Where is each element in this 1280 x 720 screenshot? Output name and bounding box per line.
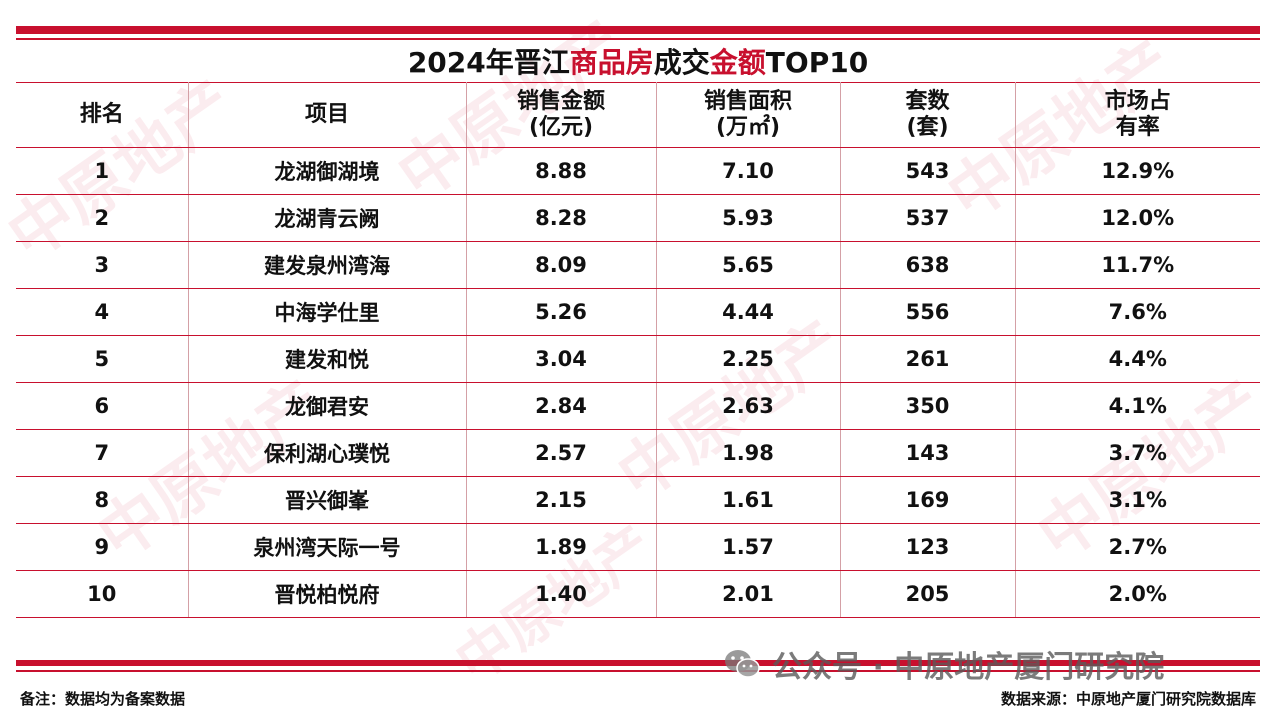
project-cell: 泉州湾天际一号 [187, 523, 467, 571]
sales-amount-cell: 2.84 [465, 382, 657, 430]
table-row: 1 龙湖御湖境 8.88 7.10 543 12.9% [16, 147, 1260, 195]
sales-area-cell: 2.25 [655, 335, 841, 383]
rank-cell: 4 [16, 288, 189, 336]
sales-amount-cell: 8.28 [465, 194, 657, 242]
sales-area-cell: 7.10 [655, 147, 841, 195]
sales-amount-cell: 8.88 [465, 147, 657, 195]
units-cell: 537 [839, 194, 1016, 242]
market-share-cell: 2.0% [1014, 570, 1260, 618]
rank-cell: 3 [16, 241, 189, 289]
units-cell: 261 [839, 335, 1016, 383]
market-share-cell: 3.7% [1014, 429, 1260, 477]
sales-area-cell: 2.63 [655, 382, 841, 430]
table-row: 2 龙湖青云阙 8.28 5.93 537 12.0% [16, 194, 1260, 242]
title-suffix: TOP10 [765, 46, 869, 79]
sales-area-cell: 4.44 [655, 288, 841, 336]
market-share-cell: 12.0% [1014, 194, 1260, 242]
title-mid: 成交 [653, 46, 710, 79]
rank-cell: 5 [16, 335, 189, 383]
market-share-cell: 3.1% [1014, 476, 1260, 524]
wechat-icon [725, 650, 760, 678]
rank-cell: 6 [16, 382, 189, 430]
title-highlight-1: 商品房 [569, 46, 654, 79]
page-title: 2024年晋江商品房成交金额TOP10 [16, 44, 1260, 82]
sales-area-cell: 5.93 [655, 194, 841, 242]
table-row: 5 建发和悦 3.04 2.25 261 4.4% [16, 335, 1260, 383]
project-cell: 龙御君安 [187, 382, 467, 430]
project-cell: 龙湖御湖境 [187, 147, 467, 195]
table-row: 9 泉州湾天际一号 1.89 1.57 123 2.7% [16, 523, 1260, 571]
units-cell: 638 [839, 241, 1016, 289]
project-cell: 保利湖心璞悦 [187, 429, 467, 477]
header-project: 项目 [187, 82, 467, 148]
footer-source: 数据来源：中原地产厦门研究院数据库 [1000, 690, 1256, 708]
sales-amount-cell: 8.09 [465, 241, 657, 289]
project-cell: 建发和悦 [187, 335, 467, 383]
top-accent-bar [16, 26, 1260, 34]
rank-cell: 2 [16, 194, 189, 242]
project-cell: 建发泉州湾海 [187, 241, 467, 289]
sales-area-cell: 1.98 [655, 429, 841, 477]
top-accent-line [16, 38, 1260, 40]
rank-cell: 8 [16, 476, 189, 524]
market-share-cell: 4.4% [1014, 335, 1260, 383]
units-cell: 350 [839, 382, 1016, 430]
sales-area-cell: 1.57 [655, 523, 841, 571]
project-cell: 晋悦柏悦府 [187, 570, 467, 618]
units-cell: 123 [839, 523, 1016, 571]
rank-cell: 1 [16, 147, 189, 195]
table-row: 7 保利湖心璞悦 2.57 1.98 143 3.7% [16, 429, 1260, 477]
project-cell: 中海学仕里 [187, 288, 467, 336]
market-share-cell: 12.9% [1014, 147, 1260, 195]
rank-cell: 10 [16, 570, 189, 618]
header-sales-area: 销售面积 (万㎡) [655, 82, 841, 148]
header-rank: 排名 [16, 82, 189, 148]
units-cell: 143 [839, 429, 1016, 477]
sales-amount-cell: 3.04 [465, 335, 657, 383]
project-cell: 龙湖青云阙 [187, 194, 467, 242]
units-cell: 205 [839, 570, 1016, 618]
market-share-cell: 4.1% [1014, 382, 1260, 430]
bottom-accent-line [16, 670, 1260, 672]
rank-cell: 7 [16, 429, 189, 477]
sales-area-cell: 5.65 [655, 241, 841, 289]
title-highlight-2: 金额 [709, 46, 766, 79]
footer-note: 备注：数据均为备案数据 [20, 690, 186, 708]
market-share-cell: 11.7% [1014, 241, 1260, 289]
wechat-watermark: 公众号 · 中原地产厦门研究院 [722, 644, 1165, 685]
units-cell: 543 [839, 147, 1016, 195]
wechat-label: 公众号 · 中原地产厦门研究院 [772, 650, 1165, 685]
table-row: 10 晋悦柏悦府 1.40 2.01 205 2.0% [16, 570, 1260, 618]
sales-amount-cell: 2.15 [465, 476, 657, 524]
title-prefix: 2024年晋江 [407, 46, 570, 79]
sales-amount-cell: 1.89 [465, 523, 657, 571]
sales-amount-cell: 2.57 [465, 429, 657, 477]
market-share-cell: 2.7% [1014, 523, 1260, 571]
bottom-accent-bar [16, 660, 1260, 666]
rank-cell: 9 [16, 523, 189, 571]
table-row: 6 龙御君安 2.84 2.63 350 4.1% [16, 382, 1260, 430]
sales-area-cell: 1.61 [655, 476, 841, 524]
project-cell: 晋兴御峯 [187, 476, 467, 524]
header-sales-amount: 销售金额 (亿元) [465, 82, 657, 148]
sales-area-cell: 2.01 [655, 570, 841, 618]
sales-amount-cell: 5.26 [465, 288, 657, 336]
table-row: 8 晋兴御峯 2.15 1.61 169 3.1% [16, 476, 1260, 524]
market-share-cell: 7.6% [1014, 288, 1260, 336]
units-cell: 169 [839, 476, 1016, 524]
table-row: 4 中海学仕里 5.26 4.44 556 7.6% [16, 288, 1260, 336]
header-market-share: 市场占 有率 [1014, 82, 1260, 148]
header-units: 套数 (套) [839, 82, 1016, 148]
units-cell: 556 [839, 288, 1016, 336]
sales-amount-cell: 1.40 [465, 570, 657, 618]
ranking-table: 排名 项目 销售金额 (亿元) 销售面积 (万㎡) 套数 (套) 市场占 有率 1 龙湖御… [16, 82, 1260, 618]
table-row: 3 建发泉州湾海 8.09 5.65 638 11.7% [16, 241, 1260, 289]
table-header-row: 排名 项目 销售金额 (亿元) 销售面积 (万㎡) 套数 (套) 市场占 有率 [16, 82, 1260, 148]
